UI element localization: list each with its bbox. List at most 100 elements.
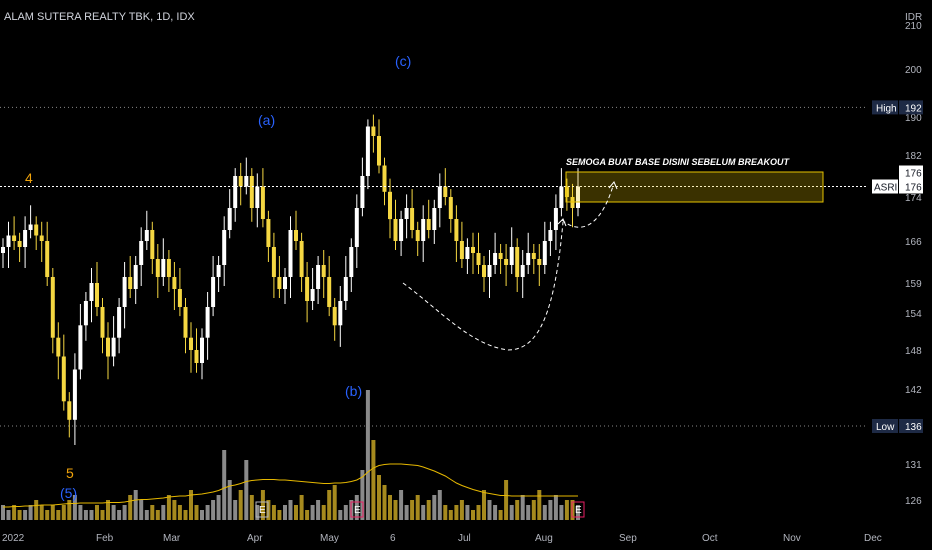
candle-body: [271, 247, 276, 277]
volume-bar: [83, 510, 88, 520]
svg-text:ASRI: ASRI: [874, 183, 897, 194]
candle-body: [454, 219, 459, 241]
volume-bar: [89, 510, 94, 520]
volume-bar: [233, 500, 238, 520]
svg-text:192: 192: [905, 103, 922, 114]
volume-bar: [531, 500, 536, 520]
wave-label-c: (c): [395, 53, 411, 69]
volume-bar: [310, 505, 315, 520]
price-axis[interactable]: 126 131 136 142 148 154 159 166 174 182 190 200 210: [905, 21, 922, 507]
volume-bar: [493, 505, 498, 520]
volume-bar: [294, 505, 298, 520]
candle-body: [531, 253, 536, 259]
volume-bar: [509, 505, 514, 520]
candle-body: [343, 277, 348, 301]
cup-arrowhead: [557, 218, 567, 227]
price-tick-label: 148: [905, 346, 922, 357]
earnings-marker-may[interactable]: E: [350, 501, 364, 518]
volume-bar: [559, 505, 564, 520]
volume-bar: [454, 505, 459, 520]
volume-bar: [34, 500, 39, 520]
candle-body: [559, 186, 564, 208]
candle-body: [28, 224, 33, 230]
candle-body: [23, 230, 28, 247]
candle-body: [216, 265, 221, 277]
volume-bar: [260, 490, 265, 520]
candle-body: [166, 259, 171, 277]
price-tick-label: 182: [905, 151, 922, 162]
candle-body: [177, 289, 182, 307]
base-zone-box[interactable]: [565, 171, 824, 203]
candlesticks: [1, 114, 580, 445]
volume-bar: [78, 505, 83, 520]
candle-body: [72, 369, 77, 420]
time-tick-label: Feb: [96, 533, 114, 544]
candle-body: [56, 337, 61, 357]
volume-bar: [271, 505, 276, 520]
svg-text:Low: Low: [876, 422, 895, 433]
volume-bar: [39, 505, 44, 520]
volume-bar: [288, 500, 293, 520]
wave-label-5: 5: [66, 465, 74, 481]
candle-body: [498, 253, 503, 259]
price-tick-label: 126: [905, 496, 922, 507]
time-tick-label: 2022: [2, 533, 25, 544]
volume-bar: [139, 500, 144, 520]
volume-bar: [415, 495, 420, 520]
volume-bar: [432, 495, 437, 520]
time-tick-label: Sep: [619, 533, 637, 544]
earnings-marker-aug[interactable]: E: [571, 501, 585, 518]
volume-bar: [487, 500, 492, 520]
volume-bar: [338, 510, 343, 520]
wave-label-b: (b): [345, 383, 362, 399]
volume-bar: [6, 510, 11, 520]
candle-body: [189, 337, 193, 350]
candle-body: [133, 265, 138, 289]
candle-body: [83, 301, 88, 326]
candle-body: [122, 277, 127, 307]
candle-body: [260, 186, 265, 219]
earnings-marker-apr[interactable]: E: [255, 501, 269, 518]
candle-body: [360, 176, 365, 208]
time-axis[interactable]: 2022 Feb Mar Apr May 6 Jul Aug Sep Oct Nov Dec: [2, 533, 882, 544]
volume-bar: [498, 510, 503, 520]
volume-bar: [332, 485, 337, 520]
volume-bar: [238, 490, 243, 520]
candle-body: [305, 277, 310, 301]
candle-body: [50, 277, 55, 338]
volume-bar: [277, 510, 282, 520]
candle-body: [172, 277, 177, 289]
volume-bar: [471, 510, 475, 520]
volume-bar: [155, 510, 160, 520]
volume-bar: [548, 500, 553, 520]
candle-body: [277, 277, 282, 289]
candle-body: [100, 307, 105, 338]
volume-bar: [443, 505, 448, 520]
volume-bar: [189, 490, 193, 520]
base-zone-note: SEMOGA BUAT BASE DISINI SEBELUM BREAKOUT: [566, 157, 791, 167]
candle-body: [321, 265, 326, 277]
candle-body: [399, 219, 404, 241]
wave-label-5-paren: (5): [60, 485, 77, 501]
price-tick-label: 166: [905, 237, 922, 248]
volume-bar: [56, 510, 61, 520]
candle-body: [526, 253, 531, 265]
volume-bar: [537, 490, 542, 520]
candle-body: [61, 356, 66, 402]
volume-bar: [393, 500, 398, 520]
candle-body: [553, 208, 558, 230]
wave-label-a: (a): [258, 112, 275, 128]
volume-bar: [61, 505, 66, 520]
candle-body: [471, 247, 475, 253]
candle-body: [106, 337, 110, 357]
candle-body: [520, 265, 525, 277]
candle-body: [421, 219, 426, 241]
volume-bar: [504, 480, 509, 520]
time-tick-label: May: [320, 533, 339, 544]
volume-bar: [305, 510, 310, 520]
candle-body: [238, 176, 243, 187]
candle-body: [128, 277, 133, 289]
volume-bar: [72, 495, 77, 520]
candle-body: [39, 235, 44, 241]
